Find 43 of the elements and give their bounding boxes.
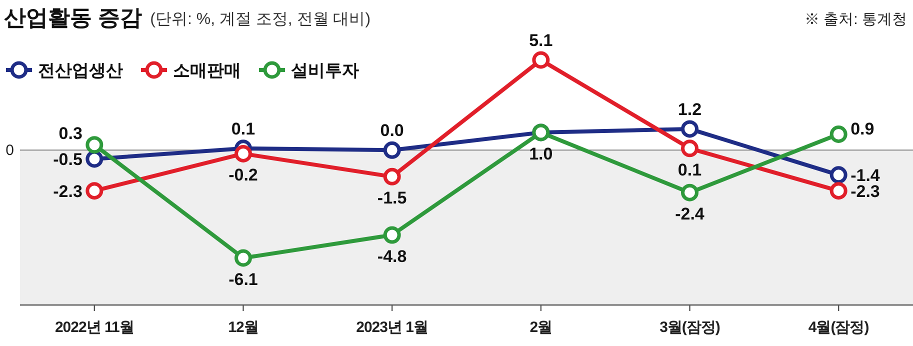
x-tick-label: 12월 bbox=[228, 319, 258, 336]
point bbox=[681, 140, 698, 158]
point bbox=[532, 51, 550, 69]
data-label: -0.5 bbox=[53, 150, 82, 169]
data-label: 0.3 bbox=[58, 124, 82, 143]
chart-subtitle: (단위: %, 계절 조정, 전월 대비) bbox=[150, 11, 371, 28]
legend-label: 설비투자 bbox=[291, 61, 359, 80]
data-label: -0.2 bbox=[228, 166, 258, 185]
data-label: -2.4 bbox=[675, 204, 705, 224]
data-label: 0.1 bbox=[678, 160, 702, 180]
data-label: 0.9 bbox=[850, 119, 874, 138]
point bbox=[383, 141, 401, 159]
point bbox=[234, 144, 252, 162]
point bbox=[681, 184, 698, 202]
x-tick-label: 2023년 1월 bbox=[356, 319, 428, 336]
legend-label: 전산업생산 bbox=[38, 61, 123, 80]
data-label: 5.1 bbox=[529, 31, 553, 50]
point bbox=[830, 182, 848, 200]
point bbox=[681, 120, 698, 138]
ref-line-label: 0 bbox=[6, 142, 14, 160]
x-tick-label: 2월 bbox=[530, 319, 552, 336]
chart-title: 산업활동 증감 bbox=[4, 5, 142, 30]
point bbox=[383, 226, 401, 244]
text: ※ 출처: 통계청 bbox=[804, 11, 907, 28]
data-label: 0.1 bbox=[231, 119, 256, 138]
data-label: -4.8 bbox=[377, 247, 407, 266]
x-tick-label: 3월(잠정) bbox=[660, 319, 720, 336]
legend-label: 소매판매 bbox=[173, 61, 241, 80]
data-label: 1.0 bbox=[529, 144, 553, 164]
point bbox=[830, 166, 848, 184]
x-tick-label: 4월(잠정) bbox=[808, 319, 870, 336]
x-tick-label: 2022년 11월 bbox=[54, 319, 134, 336]
point bbox=[86, 150, 104, 168]
point bbox=[86, 136, 104, 154]
point bbox=[383, 168, 401, 186]
data-label: -1.5 bbox=[377, 188, 407, 208]
point bbox=[234, 249, 252, 267]
data-label: -6.1 bbox=[228, 270, 258, 289]
data-label: 0.0 bbox=[380, 121, 404, 140]
data-label: -2.3 bbox=[53, 182, 82, 201]
point bbox=[86, 182, 104, 200]
point bbox=[830, 126, 848, 143]
data-label: 1.2 bbox=[678, 100, 702, 119]
